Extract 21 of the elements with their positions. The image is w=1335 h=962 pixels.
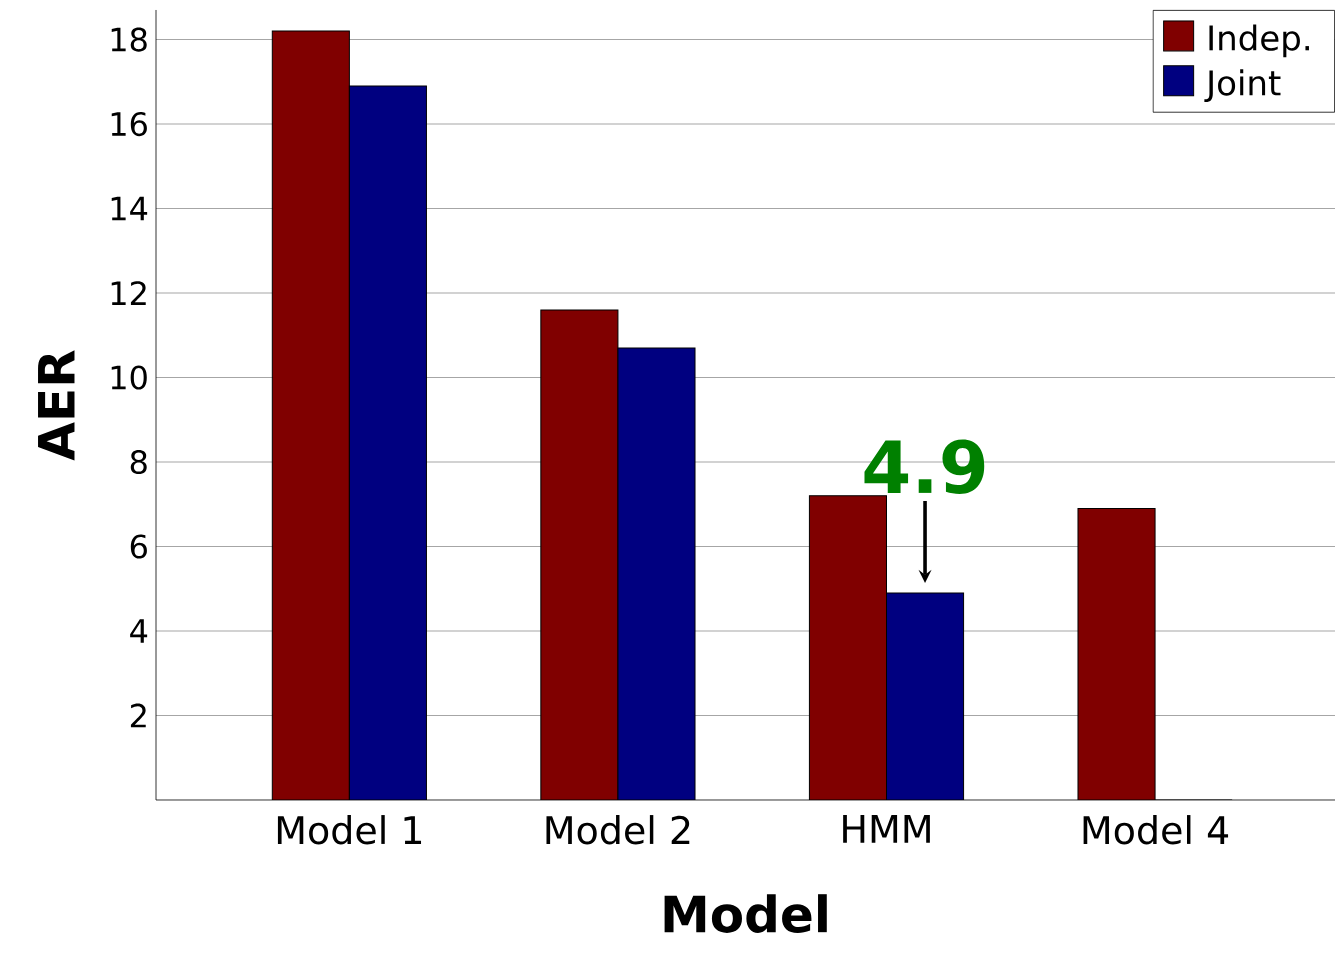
bar (349, 86, 427, 800)
y-tick-label: 16 (111, 111, 147, 137)
x-tick-label: Model 4 (1083, 815, 1229, 845)
y-axis-title: AER (38, 350, 75, 461)
x-tick-label: HMM (843, 815, 930, 843)
y-tick-label: 18 (111, 27, 147, 52)
y-tick-label: 4 (130, 619, 148, 643)
legend-label: Indep. (1209, 24, 1309, 58)
x-tick-label: Model 1 (277, 815, 422, 845)
y-tick-label: 14 (111, 196, 148, 221)
bar (886, 592, 964, 800)
x-axis-title: Model (664, 894, 827, 933)
x-tick-label: Model 2 (546, 815, 690, 845)
annotation: 4.9 (864, 439, 985, 494)
bar (617, 347, 696, 800)
y-tick-label: 10 (111, 365, 147, 390)
y-tick-label: 2 (130, 703, 146, 728)
y-tick-label: 8 (130, 449, 147, 475)
y-tick-label: 6 (130, 534, 147, 559)
y-tick-label: 12 (111, 281, 146, 305)
legend-label: Joint (1204, 69, 1281, 103)
